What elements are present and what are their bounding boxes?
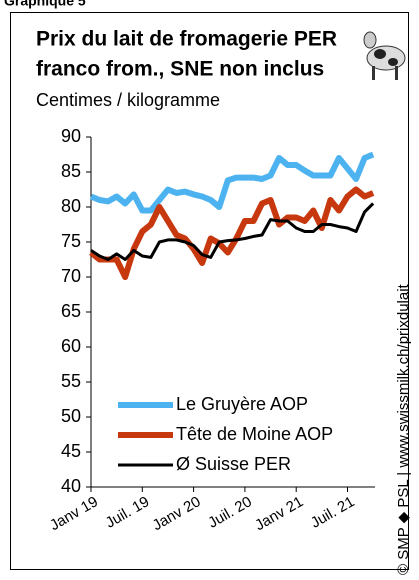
legend-label: Le Gruyère AOP (176, 394, 308, 414)
y-tick-label: 70 (61, 266, 81, 286)
x-tick-label: Juil. 20 (205, 493, 255, 531)
y-tick-label: 80 (61, 196, 81, 216)
figure-label: Graphique 5 (4, 0, 86, 9)
y-tick-label: 55 (61, 371, 81, 391)
legend-label: Tête de Moine AOP (176, 424, 333, 444)
chart-title: franco from., SNE non inclus (36, 58, 324, 81)
y-tick-label: 90 (61, 126, 81, 146)
source-note: © SMP ◆ PSL | www.swissmilk.ch/prixdulai… (395, 283, 412, 575)
series-line (90, 202, 375, 261)
y-tick-label: 50 (61, 406, 81, 426)
frame (10, 12, 409, 570)
y-tick-label: 60 (61, 336, 81, 356)
x-tick-label: Juil. 19 (103, 493, 153, 531)
cow-icon (363, 31, 406, 80)
x-tick-label: Janv 21 (252, 493, 306, 534)
y-tick-label: 40 (61, 476, 81, 496)
y-tick-label: 85 (61, 161, 81, 181)
x-tick-label: Janv 19 (47, 493, 101, 534)
series-line (89, 186, 375, 280)
y-tick-label: 75 (61, 231, 81, 251)
y-tick-label: 65 (61, 301, 81, 321)
x-tick-label: Juil. 21 (308, 493, 358, 531)
series-line (89, 151, 375, 214)
x-tick-label: Janv 20 (150, 493, 204, 534)
legend-label: Ø Suisse PER (176, 454, 291, 474)
chart-subtitle: Centimes / kilogramme (36, 90, 220, 110)
chart-title: Prix du lait de fromagerie PER (36, 28, 337, 51)
y-tick-label: 45 (61, 441, 81, 461)
